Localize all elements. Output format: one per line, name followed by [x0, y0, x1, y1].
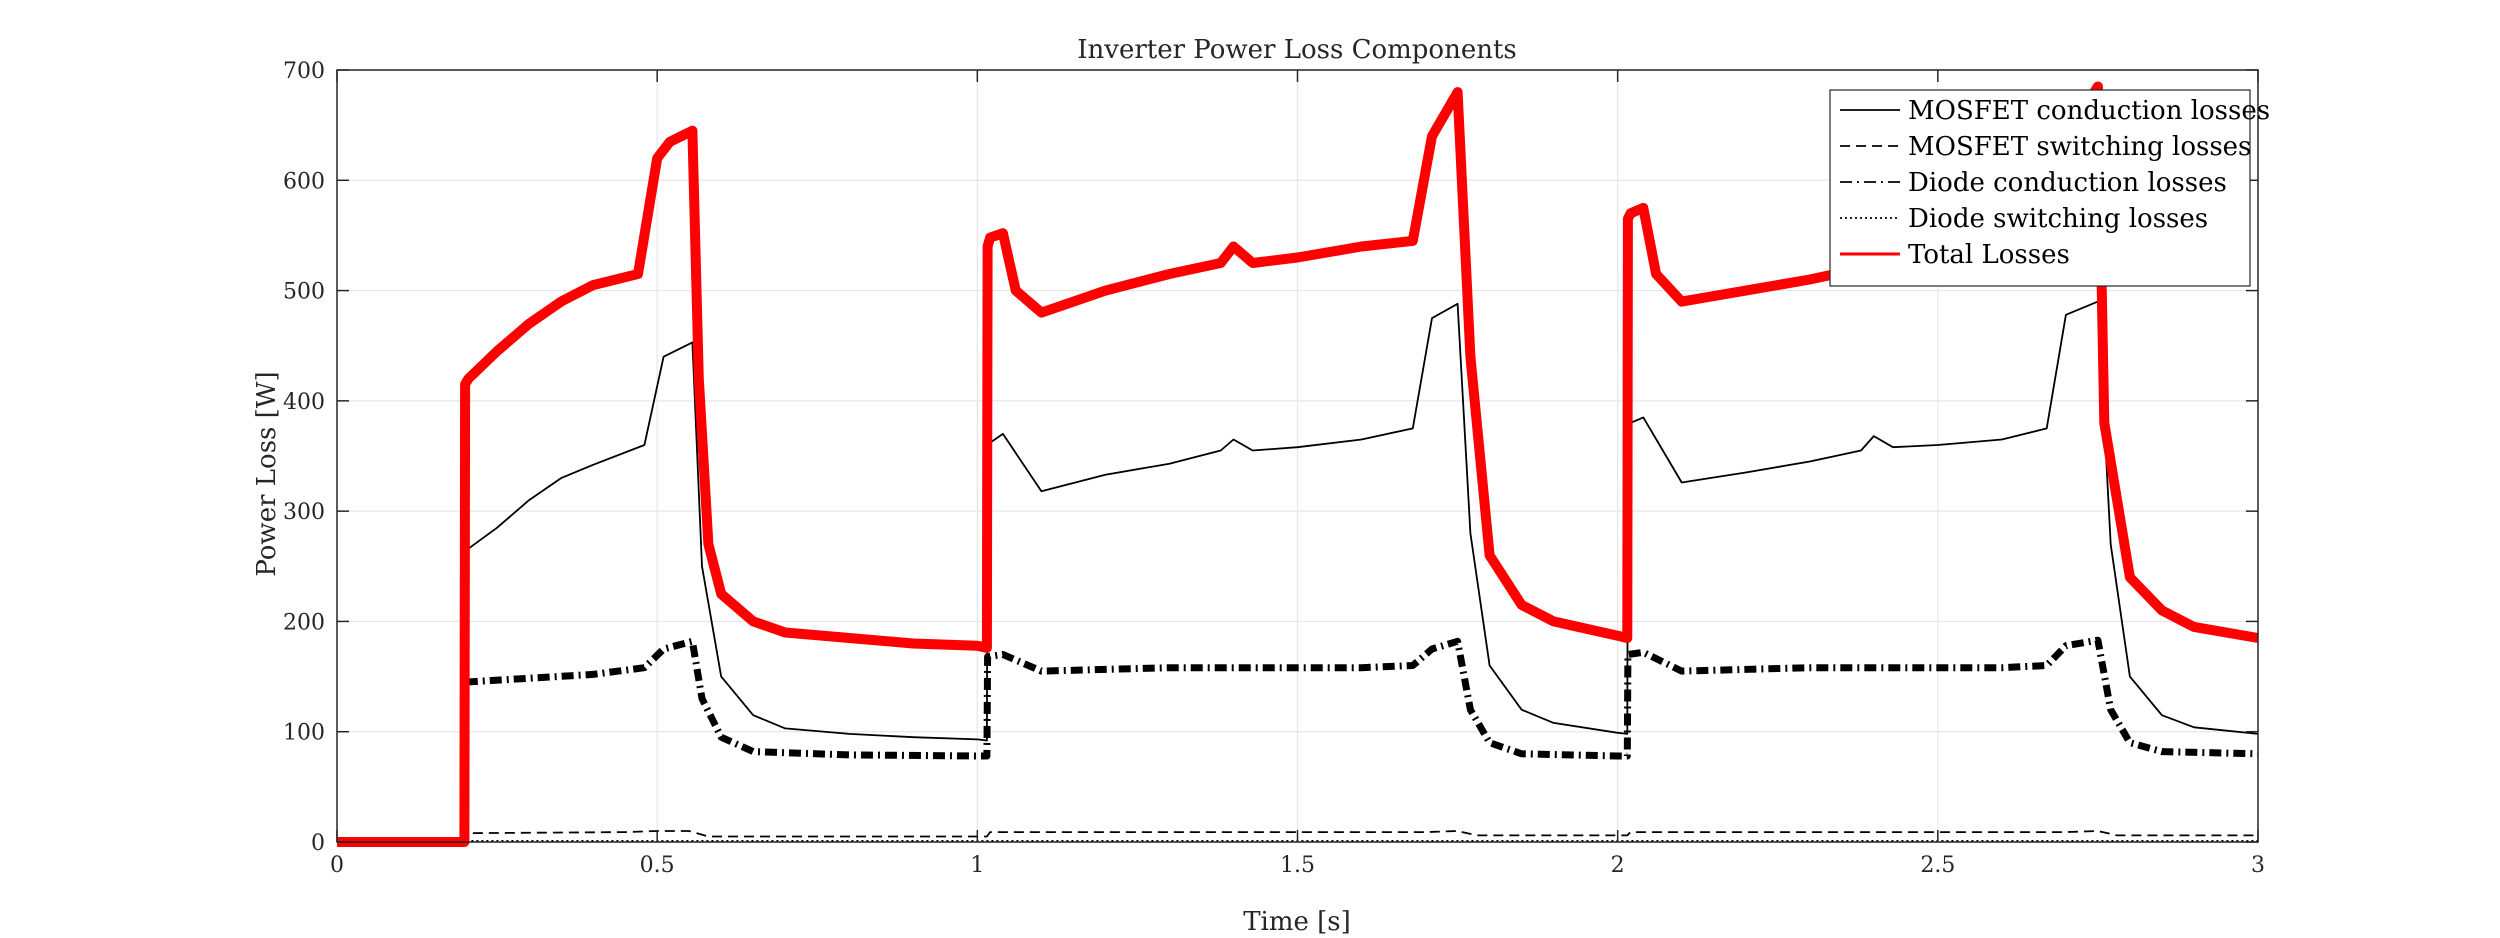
legend-label: Total Losses	[1908, 240, 2070, 270]
x-tick-label: 3	[2251, 853, 2265, 878]
y-tick-label: 600	[283, 169, 325, 194]
legend-label: Diode conduction losses	[1908, 168, 2227, 198]
series-line-0	[337, 300, 2259, 843]
y-axis-label: Power Loss [W]	[252, 371, 282, 576]
series-line-2	[337, 636, 2259, 846]
y-tick-label: 500	[283, 280, 325, 305]
y-tick-label: 100	[283, 721, 325, 746]
y-tick-label: 0	[311, 831, 325, 856]
ticks: 0 0.5 1 1.5 2 2.5 3 0 100 200 300 400 500 600 700	[283, 59, 2265, 878]
x-tick-label: 0.5	[640, 853, 675, 878]
series-line-1	[337, 830, 2258, 843]
y-tick-label: 700	[283, 59, 325, 84]
x-tick-label: 2.5	[1920, 853, 1955, 878]
chart-title: Inverter Power Loss Components	[1077, 35, 1517, 65]
legend-label: Diode switching losses	[1908, 204, 2208, 234]
legend-label: MOSFET conduction losses	[1908, 96, 2270, 126]
y-tick-label: 400	[283, 390, 325, 415]
x-tick-label: 1.5	[1280, 853, 1315, 878]
series-line-3	[337, 840, 2258, 843]
legend-label: MOSFET switching losses	[1908, 132, 2251, 162]
x-tick-label: 0	[330, 853, 344, 878]
y-tick-label: 300	[283, 500, 325, 525]
legend: MOSFET conduction losses MOSFET switching…	[1829, 89, 2270, 287]
x-tick-label: 2	[1611, 853, 1625, 878]
x-tick-label: 1	[970, 853, 984, 878]
x-axis-label: Time [s]	[1243, 907, 1351, 937]
y-tick-label: 200	[283, 610, 325, 635]
